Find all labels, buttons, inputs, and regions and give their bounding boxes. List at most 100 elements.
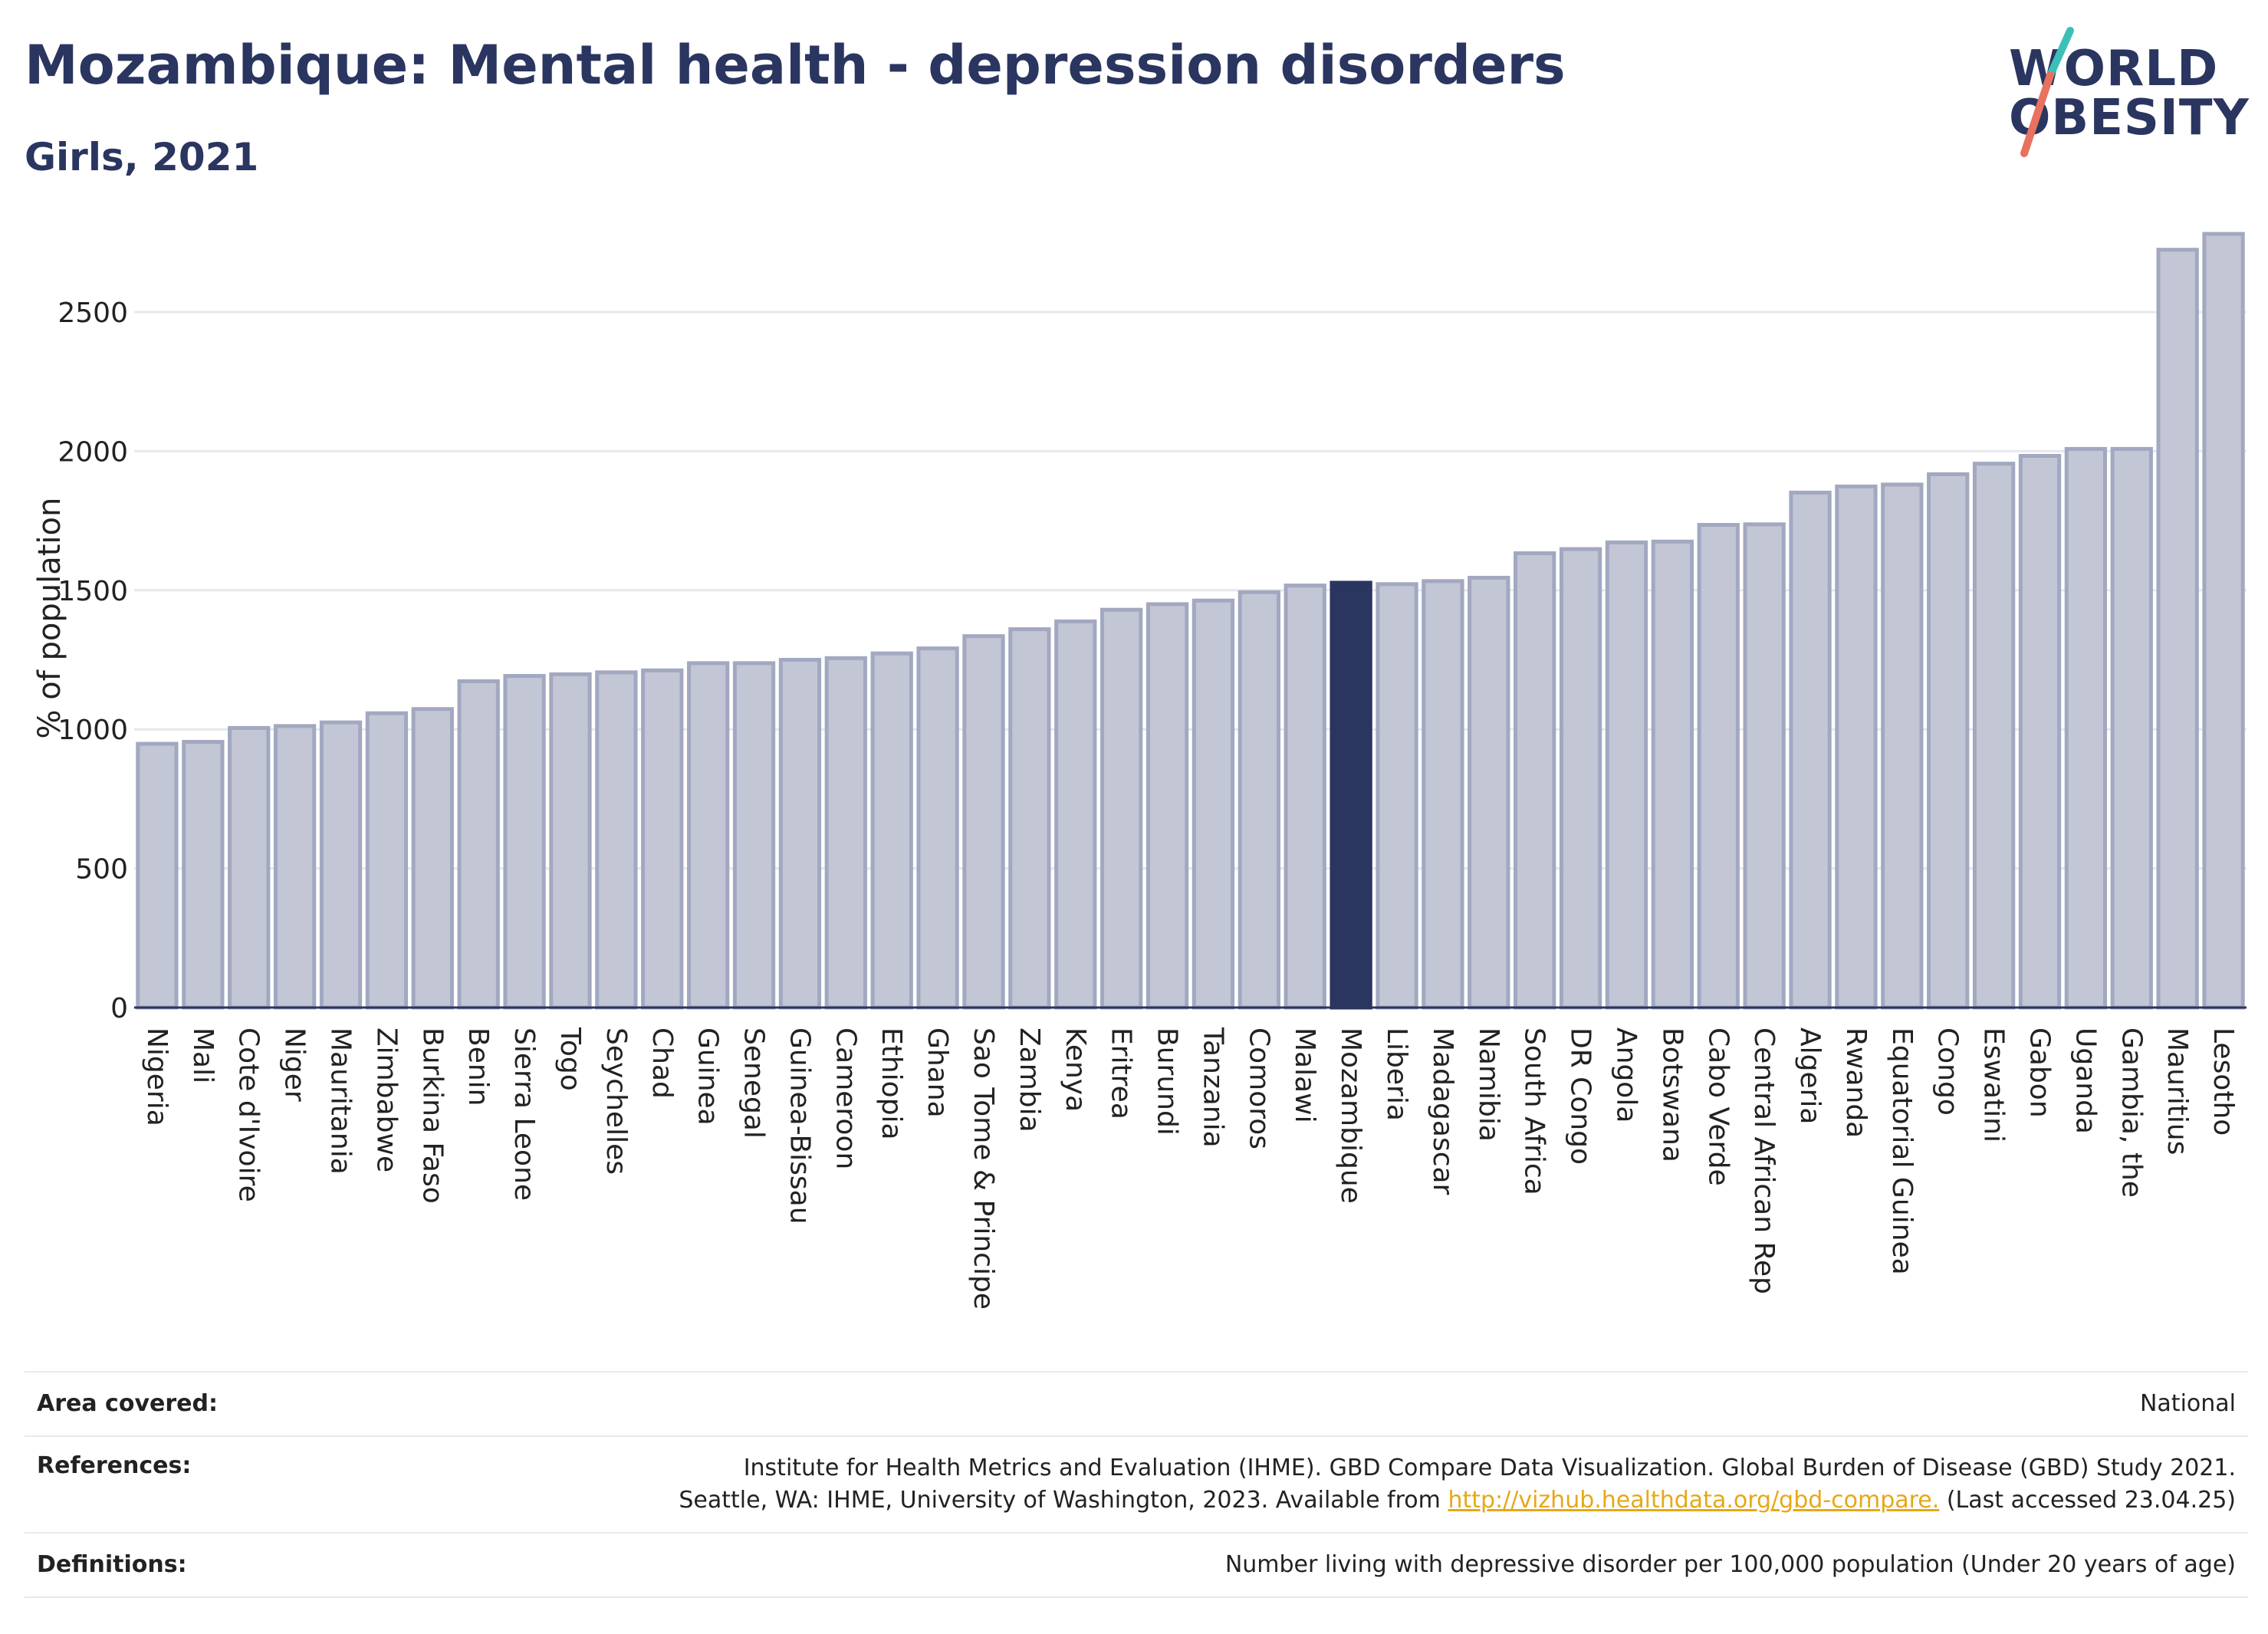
definitions-label: Definitions:	[37, 1551, 187, 1578]
info-row-references: References: Institute for Health Metrics…	[25, 1435, 2248, 1532]
bar-uganda	[2064, 446, 2108, 1010]
y-tick-label: 1500	[58, 576, 128, 607]
x-tick-label: Rwanda	[1840, 1027, 1872, 1138]
bar-benin	[457, 679, 500, 1010]
x-tick-label: Seychelles	[600, 1027, 632, 1175]
bar-sierra-leone	[503, 674, 546, 1010]
x-tick-label: Ghana	[922, 1027, 953, 1118]
bar-dr-congo	[1559, 547, 1602, 1010]
x-tick-label: Kenya	[1060, 1027, 1091, 1112]
bar-ghana	[916, 646, 959, 1010]
bar-chart: 0 500 1000 1500 2000 2500 Nigeria Mali Cote d'I…	[32, 232, 2247, 1310]
bar-chad	[641, 668, 684, 1010]
bar-south-africa	[1514, 551, 1556, 1010]
bar-niger	[273, 724, 317, 1010]
x-tick-label: Eritrea	[1106, 1027, 1137, 1119]
y-axis-label: % of population	[32, 498, 67, 739]
x-tick-label: Liberia	[1381, 1027, 1412, 1121]
x-tick-label: Sao Tome & Principe	[968, 1027, 999, 1310]
bar-central-african-rep	[1743, 522, 1786, 1010]
bar-burkina-faso	[411, 707, 454, 1010]
info-row-definitions: Definitions: Number living with depressi…	[25, 1532, 2248, 1598]
x-tick-label: Guinea-Bissau	[784, 1027, 815, 1225]
bar-liberia	[1376, 582, 1418, 1010]
bar-namibia	[1468, 575, 1510, 1010]
bar-cote-d-ivoire	[228, 725, 271, 1010]
x-tick-label: Chad	[646, 1027, 678, 1099]
x-tick-label: Mozambique	[1335, 1027, 1366, 1204]
x-tick-label: Mauritius	[2161, 1027, 2193, 1155]
y-tick-label: 1000	[58, 715, 128, 746]
x-tick-label: Mauritania	[325, 1027, 357, 1175]
bar-angola	[1605, 540, 1648, 1010]
x-tick-label: Cameroon	[830, 1027, 861, 1169]
y-tick-label: 2500	[58, 298, 128, 329]
x-tick-label: Burundi	[1152, 1027, 1183, 1136]
chart-subtitle: Girls, 2021	[25, 135, 259, 179]
x-tick-label: Algeria	[1794, 1027, 1826, 1125]
bar-gabon	[2018, 454, 2062, 1010]
bar-equatorial-guinea	[1881, 482, 1924, 1010]
x-tick-label: Angola	[1610, 1027, 1642, 1123]
x-tick-label: Sierra Leone	[508, 1027, 540, 1201]
bar-nigeria	[136, 741, 179, 1010]
bar-eritrea	[1100, 607, 1143, 1010]
x-tick-label: Namibia	[1473, 1027, 1504, 1142]
x-tick-label: Burkina Faso	[416, 1027, 448, 1204]
x-tick-label: Botswana	[1656, 1027, 1688, 1162]
logo-slash-icon	[2020, 27, 2074, 157]
x-tick-label: Tanzania	[1197, 1027, 1228, 1148]
x-tick-label: Lesotho	[2207, 1027, 2239, 1136]
bar-togo	[549, 672, 592, 1010]
y-axis: 0 500 1000 1500 2000 2500	[58, 298, 128, 1024]
x-tick-label: Niger	[279, 1027, 311, 1102]
bar-guinea	[686, 661, 730, 1010]
x-tick-label: Gambia, the	[2115, 1027, 2147, 1198]
references-line2-pre: Seattle, WA: IHME, University of Washing…	[679, 1487, 1441, 1514]
x-tick-label: Ethiopia	[876, 1027, 907, 1140]
bar-sao-tome-principe	[962, 634, 1005, 1010]
bar-algeria	[1789, 490, 1832, 1010]
x-tick-label: Congo	[1932, 1027, 1964, 1116]
bars	[136, 232, 2245, 1010]
x-tick-label: Uganda	[2069, 1027, 2101, 1134]
x-tick-label: DR Congo	[1565, 1027, 1596, 1165]
x-tick-label: South Africa	[1519, 1027, 1550, 1195]
x-tick-label: Togo	[554, 1027, 586, 1091]
x-tick-label: Central African Rep	[1748, 1027, 1780, 1294]
x-tick-label: Guinea	[692, 1027, 724, 1126]
x-tick-label: Cote d'Ivoire	[233, 1027, 265, 1202]
bar-mozambique	[1330, 580, 1372, 1010]
info-row-area: Area covered: National	[25, 1371, 2248, 1435]
bar-mauritius	[2156, 248, 2199, 1010]
logo-word-obesity: OBESITY	[2009, 90, 2250, 146]
bar-kenya	[1054, 619, 1097, 1010]
logo-slash-top	[2046, 27, 2074, 79]
bar-ethiopia	[870, 651, 913, 1010]
bar-cameroon	[824, 656, 867, 1010]
x-tick-label: Benin	[462, 1027, 494, 1106]
bar-madagascar	[1422, 579, 1464, 1010]
references-link[interactable]: http://vizhub.healthdata.org/gbd-compare…	[1448, 1487, 1940, 1514]
area-label: Area covered:	[37, 1390, 218, 1417]
bar-lesotho	[2202, 232, 2245, 1010]
bar-seychelles	[595, 670, 638, 1010]
chart-title: Mozambique: Mental health - depression d…	[25, 34, 1566, 97]
area-value: National	[2139, 1390, 2236, 1417]
references-label: References:	[37, 1452, 192, 1479]
bar-gambia-the	[2110, 446, 2153, 1010]
x-tick-label: Malawi	[1289, 1027, 1320, 1123]
bar-comoros	[1238, 590, 1280, 1010]
bar-botswana	[1651, 539, 1694, 1010]
references-line2-post: (Last accessed 23.04.25)	[1946, 1487, 2236, 1514]
x-tick-label: Senegal	[738, 1027, 770, 1139]
info-table: Area covered: National References: Insti…	[25, 1371, 2248, 1598]
bar-congo	[1927, 472, 1970, 1010]
bar-mali	[182, 740, 225, 1010]
bar-tanzania	[1192, 598, 1235, 1010]
x-tick-label: Mali	[187, 1027, 219, 1083]
world-obesity-logo: WORLD OBESITY	[1994, 23, 2254, 161]
bar-burundi	[1146, 602, 1189, 1010]
bar-malawi	[1284, 584, 1326, 1010]
x-tick-label: Zimbabwe	[370, 1027, 402, 1172]
